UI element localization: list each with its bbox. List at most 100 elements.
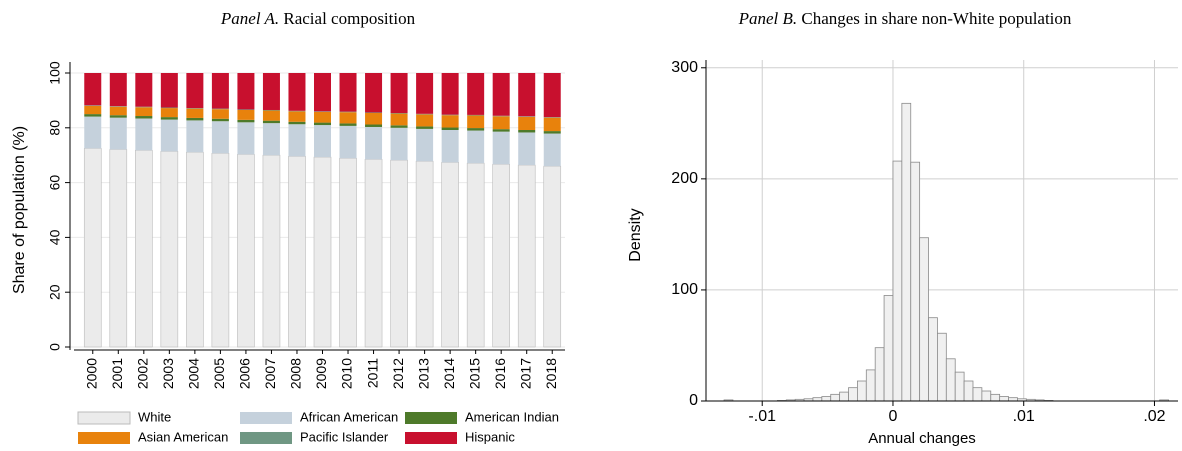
bar-segment (543, 133, 561, 167)
histogram-bar (990, 393, 1001, 402)
bar-segment (492, 131, 510, 165)
y-tick-label: 200 (671, 170, 698, 187)
x-tick-label: 2011 (364, 358, 380, 388)
x-tick-label: 2001 (109, 358, 125, 389)
legend-swatch (405, 432, 457, 444)
bar-segment (416, 114, 434, 127)
bar-segment (160, 108, 178, 118)
panel-label: Panel B. (738, 9, 798, 28)
histogram-bar (874, 347, 885, 402)
bar-segment (416, 113, 434, 115)
bar-segment (339, 157, 357, 348)
x-tick-label: 2005 (211, 358, 227, 389)
bar-segment (211, 152, 230, 348)
histogram-bar (865, 369, 876, 402)
legend-swatch (240, 412, 292, 424)
bar-segment (518, 129, 536, 133)
histogram-bar (945, 358, 956, 402)
bar-segment (365, 126, 383, 160)
x-tick-label: .01 (1013, 408, 1035, 425)
bar-segment (288, 155, 306, 348)
histogram-bar (901, 102, 912, 402)
bar-segment (83, 148, 102, 348)
x-tick-label: 2009 (313, 358, 329, 389)
x-tick-label: 0 (889, 408, 898, 425)
x-tick-label: 2015 (466, 358, 482, 389)
x-tick-label: 2016 (492, 358, 508, 389)
bar-segment (467, 73, 485, 115)
bar-segment (135, 149, 153, 348)
bar-segment (543, 117, 561, 118)
x-tick-label: 2004 (186, 358, 202, 389)
panel-label: Panel A. (220, 9, 279, 28)
bar-segment (543, 73, 561, 118)
panel-title: Panel B. Changes in share non-White popu… (738, 9, 1072, 28)
bar-segment (517, 164, 536, 348)
histogram-bar (981, 390, 992, 402)
bar-segment (211, 109, 229, 119)
bar-segment (262, 110, 280, 121)
x-tick-label: 2010 (339, 358, 355, 389)
bar-segment (237, 122, 255, 155)
bar-segment (466, 162, 485, 348)
bar-segment (84, 105, 102, 115)
bar-segment (314, 125, 331, 158)
bar-segment (109, 117, 127, 150)
bar-segment (186, 73, 204, 109)
bar-segment (441, 115, 459, 128)
histogram-bar (919, 237, 929, 402)
bar-segment (160, 151, 179, 348)
bar-segment (518, 73, 536, 117)
histogram-bar (937, 332, 947, 402)
histogram-bar (848, 387, 858, 402)
y-axis-label: Share of population (%) (11, 126, 28, 294)
bar-segment (288, 121, 306, 125)
x-axis-label: Annual changes (868, 430, 976, 447)
bar-segment (390, 73, 408, 114)
bar-segment (211, 121, 229, 154)
bar-segment (467, 115, 485, 129)
histogram-bar (972, 387, 983, 402)
x-tick-label: 2008 (288, 358, 304, 389)
legend-swatch (77, 411, 131, 425)
histogram-bar (928, 317, 938, 402)
bar-segment (467, 128, 485, 131)
x-tick-label: 2014 (441, 358, 457, 389)
legend-swatch (405, 412, 457, 424)
bar-segment (492, 163, 510, 348)
bar-segment (237, 73, 255, 110)
chart-title: Changes in share non-White population (801, 9, 1072, 28)
bar-segment (339, 111, 357, 113)
histogram-bar (963, 380, 974, 402)
bar-segment (84, 116, 102, 149)
bar-segment (135, 118, 153, 151)
histogram-bar (910, 161, 921, 402)
bar-segment (339, 123, 357, 126)
bar-segment (84, 73, 102, 106)
histogram-bar (830, 393, 841, 402)
x-tick-label: 2000 (83, 358, 99, 389)
bar-segment (492, 115, 510, 117)
legend-label: Hispanic (465, 429, 515, 444)
legend-label: Asian American (138, 429, 228, 444)
bar-segment (314, 111, 331, 112)
bar-segment (135, 106, 153, 108)
bar-segment (135, 73, 153, 107)
x-tick-label: 2018 (543, 358, 559, 389)
bar-segment (288, 73, 306, 111)
bar-segment (518, 132, 536, 166)
y-tick-label: 300 (671, 59, 698, 76)
y-axis-label: Density (627, 208, 644, 261)
x-tick-label: -.01 (748, 408, 776, 425)
bar-segment (237, 109, 255, 110)
y-tick-label: 0 (689, 392, 698, 409)
bar-segment (364, 159, 383, 348)
histogram-bar (857, 380, 867, 402)
panel-title: Panel A. Racial composition (220, 9, 416, 28)
bar-segment (84, 114, 102, 117)
bar-segment (390, 113, 408, 126)
bar-segment (262, 120, 280, 124)
bar-segment (390, 159, 408, 348)
bar-segment (314, 73, 331, 112)
